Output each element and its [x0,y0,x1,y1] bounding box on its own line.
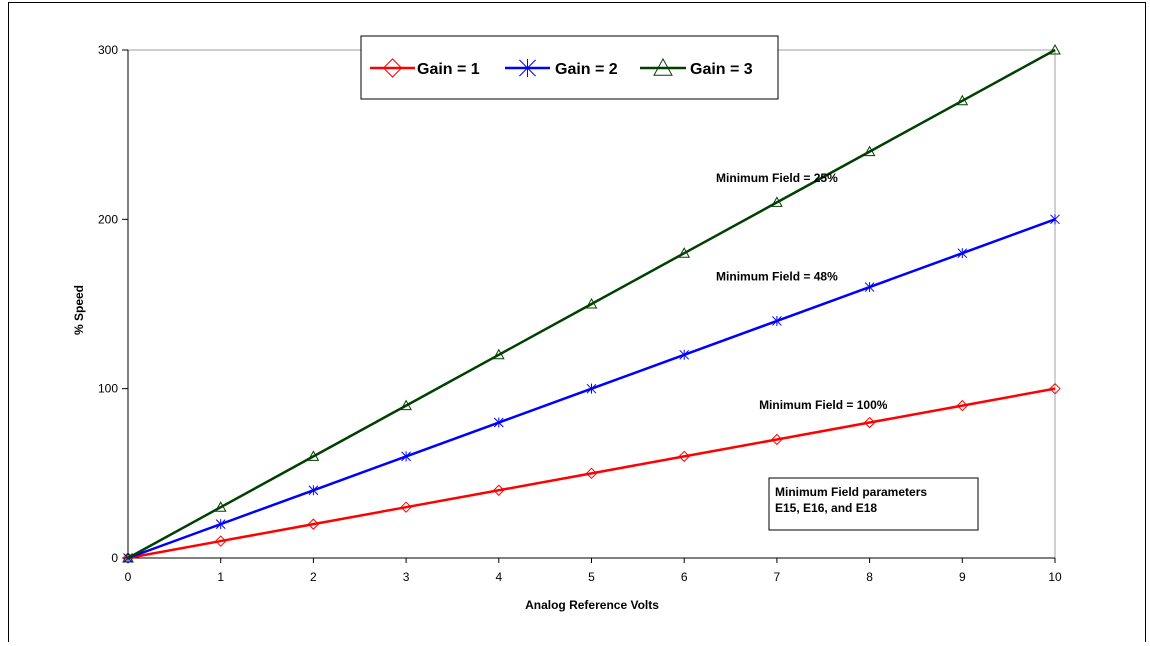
x-tick-label: 7 [774,570,781,584]
x-tick-label: 10 [1048,570,1062,584]
data-point [1050,214,1060,225]
x-tick-label: 6 [681,570,688,584]
data-point [519,59,536,77]
note-box: Minimum Field parameters E15, E16, and E… [768,477,979,531]
data-point [956,94,969,106]
data-point [382,58,403,78]
legend-item-3: Gain = 3 [640,57,753,78]
x-tick-label: 8 [866,570,873,584]
legend: Gain = 1 Gain = 2 Gain = 3 [360,35,779,100]
data-point [956,399,969,412]
x-tick-label: 2 [310,570,317,584]
x-tick-label: 5 [588,570,595,584]
legend-label: Gain = 3 [690,61,753,78]
data-point [493,417,504,428]
x-tick-label: 0 [125,570,132,584]
data-point [401,451,411,462]
data-point [679,349,690,360]
data-point [864,282,875,293]
data-point [307,450,320,461]
data-point [771,196,783,207]
chart-frame [8,2,1146,642]
legend-item-1: Gain = 1 [370,58,480,78]
data-point [678,247,691,258]
data-point [585,467,598,480]
note-line-2: E15, E16, and E18 [775,501,877,515]
note-box-border [768,477,979,531]
x-axis: 0 1 2 3 4 5 6 7 8 9 10 [125,557,1062,584]
data-point [957,248,968,259]
annotation-label: Minimum Field = 100% [759,398,888,412]
legend-item-2: Gain = 2 [505,59,618,78]
data-point [492,348,505,360]
data-point [214,535,227,547]
series-3 [122,43,1061,563]
y-axis: 0 100 200 300 [98,43,129,565]
y-axis-title: % Speed [72,285,86,335]
data-point [215,519,226,530]
x-tick-label: 1 [217,570,224,584]
data-point [400,399,412,411]
data-point [585,297,598,309]
legend-label: Gain = 2 [555,61,618,78]
note-line-1: Minimum Field parameters [775,485,927,499]
y-tick-label: 300 [98,43,118,57]
annotation-layer: Minimum Field = 25% Minimum Field = 48% Mi… [716,171,888,412]
x-tick-label: 4 [495,570,502,584]
data-point [122,551,134,563]
series-line [127,48,1056,560]
data-point [1049,382,1061,395]
legend-label: Gain = 1 [417,61,480,78]
data-point [493,484,505,496]
data-point [307,518,320,530]
data-point [214,501,227,512]
data-point [678,450,690,463]
data-point [1049,43,1061,55]
data-point [400,501,412,513]
series-layer [122,43,1061,564]
data-point [308,485,319,496]
y-tick-label: 0 [111,551,118,565]
series-1 [122,382,1061,564]
data-point [863,145,876,157]
data-point [771,433,783,446]
data-point [586,383,597,394]
annotation-label: Minimum Field = 48% [716,269,838,283]
data-point [863,416,876,429]
legend-box [360,35,779,100]
y-tick-label: 200 [98,212,118,226]
series-line [127,387,1056,560]
x-tick-label: 3 [403,570,410,584]
y-tick-label: 100 [98,382,118,396]
series-2 [123,214,1060,563]
x-tick-label: 9 [959,570,966,584]
annotation-label: Minimum Field = 25% [716,171,838,185]
data-point [653,57,673,76]
data-point [772,315,782,326]
x-axis-title: Analog Reference Volts [525,598,659,612]
